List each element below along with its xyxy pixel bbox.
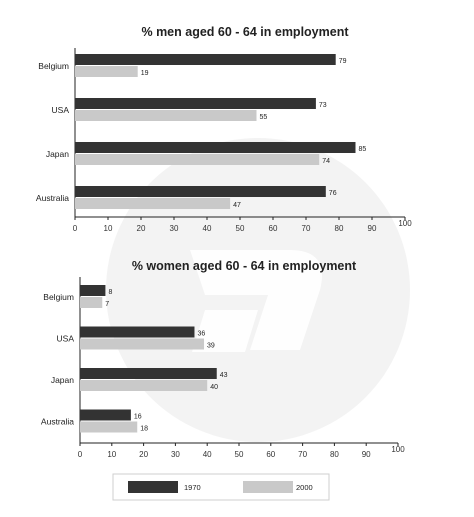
x-tick-label: 0: [78, 450, 83, 459]
charts-layer: % men aged 60 - 64 in employment 0 10 20 30 4…: [36, 25, 412, 459]
category-label: USA: [57, 334, 75, 344]
data-label: 73: [319, 102, 327, 109]
chart-women: % women aged 60 - 64 in employment 0 10 20 3…: [41, 259, 405, 459]
x-tick-label: 80: [335, 224, 344, 233]
legend-swatch-2000: [243, 481, 293, 493]
bar-2000: [75, 110, 257, 121]
data-label: 85: [359, 146, 367, 153]
x-tick-label: 30: [171, 450, 180, 459]
x-tick-label: 80: [330, 450, 339, 459]
x-tick-label: 50: [236, 224, 245, 233]
chart-title: % men aged 60 - 64 in employment: [141, 25, 349, 39]
bar-1970: [75, 142, 356, 153]
x-tick-label: 40: [203, 450, 212, 459]
legend-swatch-1970: [128, 481, 178, 493]
category-label: Japan: [51, 375, 74, 385]
bar-1970: [80, 285, 106, 296]
x-tick-label: 60: [266, 450, 275, 459]
x-tick-label: 30: [170, 224, 179, 233]
category-label: Belgium: [43, 292, 74, 302]
bar-1970: [75, 54, 336, 65]
data-label: 18: [140, 426, 148, 433]
bar-1970: [75, 186, 326, 197]
data-label: 43: [220, 372, 228, 379]
data-label: 76: [329, 190, 337, 197]
category-label: Australia: [36, 193, 69, 203]
data-label: 40: [210, 384, 218, 391]
x-tick-label: 20: [139, 450, 148, 459]
x-tick-label: 100: [398, 219, 412, 228]
bar-2000: [80, 338, 205, 350]
category-label: USA: [52, 105, 70, 115]
data-label: 7: [105, 301, 109, 308]
bar-2000: [80, 421, 138, 433]
data-label: 36: [197, 331, 205, 338]
watermark: [106, 138, 410, 442]
legend-label: 2000: [296, 483, 313, 492]
x-tick-label: 10: [107, 450, 116, 459]
x-tick-label: 10: [104, 224, 113, 233]
x-tick-label: 100: [391, 445, 405, 454]
data-label: 47: [233, 202, 241, 209]
data-label: 8: [108, 289, 112, 296]
category-label: Japan: [46, 149, 69, 159]
data-label: 55: [260, 114, 268, 121]
chart-title: % women aged 60 - 64 in employment: [132, 259, 357, 273]
bar-2000: [80, 297, 103, 308]
bar-2000: [75, 154, 320, 165]
data-label: 19: [141, 70, 149, 77]
legend: 1970 2000: [112, 473, 330, 501]
data-label: 16: [134, 414, 142, 421]
legend-label: 1970: [184, 483, 201, 492]
bar-1970: [80, 326, 195, 338]
bar-1970: [75, 98, 316, 109]
x-tick-label: 20: [137, 224, 146, 233]
x-tick-label: 70: [302, 224, 311, 233]
x-tick-label: 50: [235, 450, 244, 459]
x-tick-label: 90: [368, 224, 377, 233]
x-tick-label: 70: [298, 450, 307, 459]
chart-men: % men aged 60 - 64 in employment 0 10 20 30 4…: [36, 25, 412, 233]
x-tick-label: 40: [203, 224, 212, 233]
x-tick-label: 90: [362, 450, 371, 459]
bar-2000: [75, 66, 138, 77]
bar-2000: [75, 198, 231, 209]
bar-1970: [80, 368, 217, 379]
category-label: Australia: [41, 417, 74, 427]
category-label: Belgium: [38, 61, 69, 71]
data-label: 79: [339, 58, 347, 65]
x-tick-label: 0: [73, 224, 78, 233]
data-label: 74: [322, 158, 330, 165]
data-label: 39: [207, 343, 215, 350]
bar-2000: [80, 380, 208, 391]
bar-1970: [80, 409, 131, 421]
x-tick-label: 60: [269, 224, 278, 233]
